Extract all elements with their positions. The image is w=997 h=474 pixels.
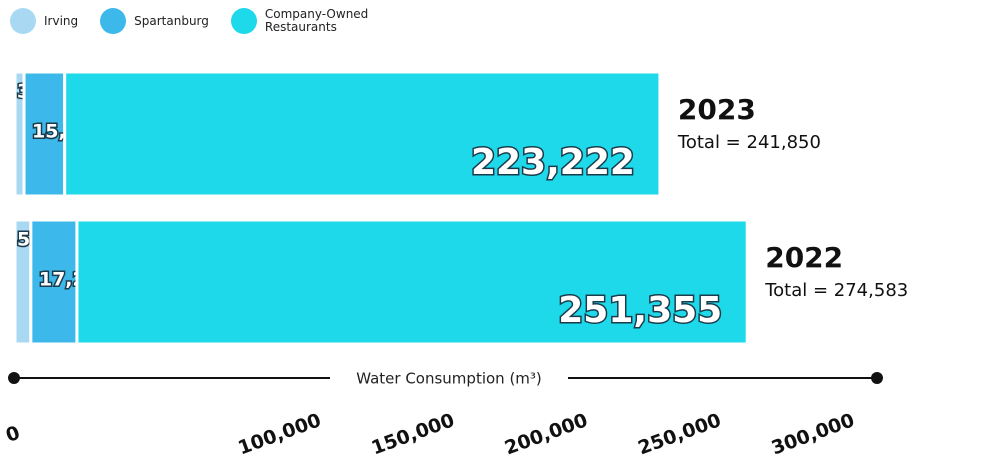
legend: Irving Spartanburg Company-Owned Restauran… bbox=[10, 8, 385, 34]
legend-item: Spartanburg bbox=[100, 8, 209, 34]
legend-label: Spartanburg bbox=[134, 13, 209, 28]
legend-swatch bbox=[100, 8, 127, 34]
year-label: 2023 bbox=[678, 93, 756, 126]
x-tick-label: 300,000 bbox=[769, 409, 858, 459]
legend-swatch bbox=[230, 8, 257, 34]
x-tick-label: 0 bbox=[3, 422, 23, 447]
legend-swatch bbox=[10, 8, 36, 34]
legend-label: Irving bbox=[44, 13, 79, 28]
x-tick-label: 100,000 bbox=[235, 409, 324, 459]
value-label: 251,355 bbox=[558, 290, 722, 331]
legend-item: Irving bbox=[10, 8, 78, 34]
bar-segment bbox=[63, 70, 662, 198]
axis-end bbox=[871, 372, 883, 384]
total-label: Total = 241,850 bbox=[677, 132, 821, 153]
value-label: 223,222 bbox=[471, 142, 635, 183]
x-tick-label: 150,000 bbox=[369, 409, 458, 459]
axis-title: Water Consumption (m³) bbox=[356, 370, 542, 388]
bar-segment bbox=[75, 218, 749, 346]
bar-segment bbox=[29, 218, 79, 346]
total-label: Total = 274,583 bbox=[764, 280, 908, 301]
x-tick-label: 200,000 bbox=[502, 409, 591, 459]
x-tick-label: 250,000 bbox=[635, 409, 724, 459]
year-label: 2022 bbox=[765, 241, 843, 274]
legend-item: Company-Owned Restaurants bbox=[230, 7, 385, 34]
bar-segment bbox=[22, 70, 67, 198]
axis-end bbox=[8, 372, 20, 384]
legend-label: Company-Owned Restaurants bbox=[264, 7, 369, 34]
